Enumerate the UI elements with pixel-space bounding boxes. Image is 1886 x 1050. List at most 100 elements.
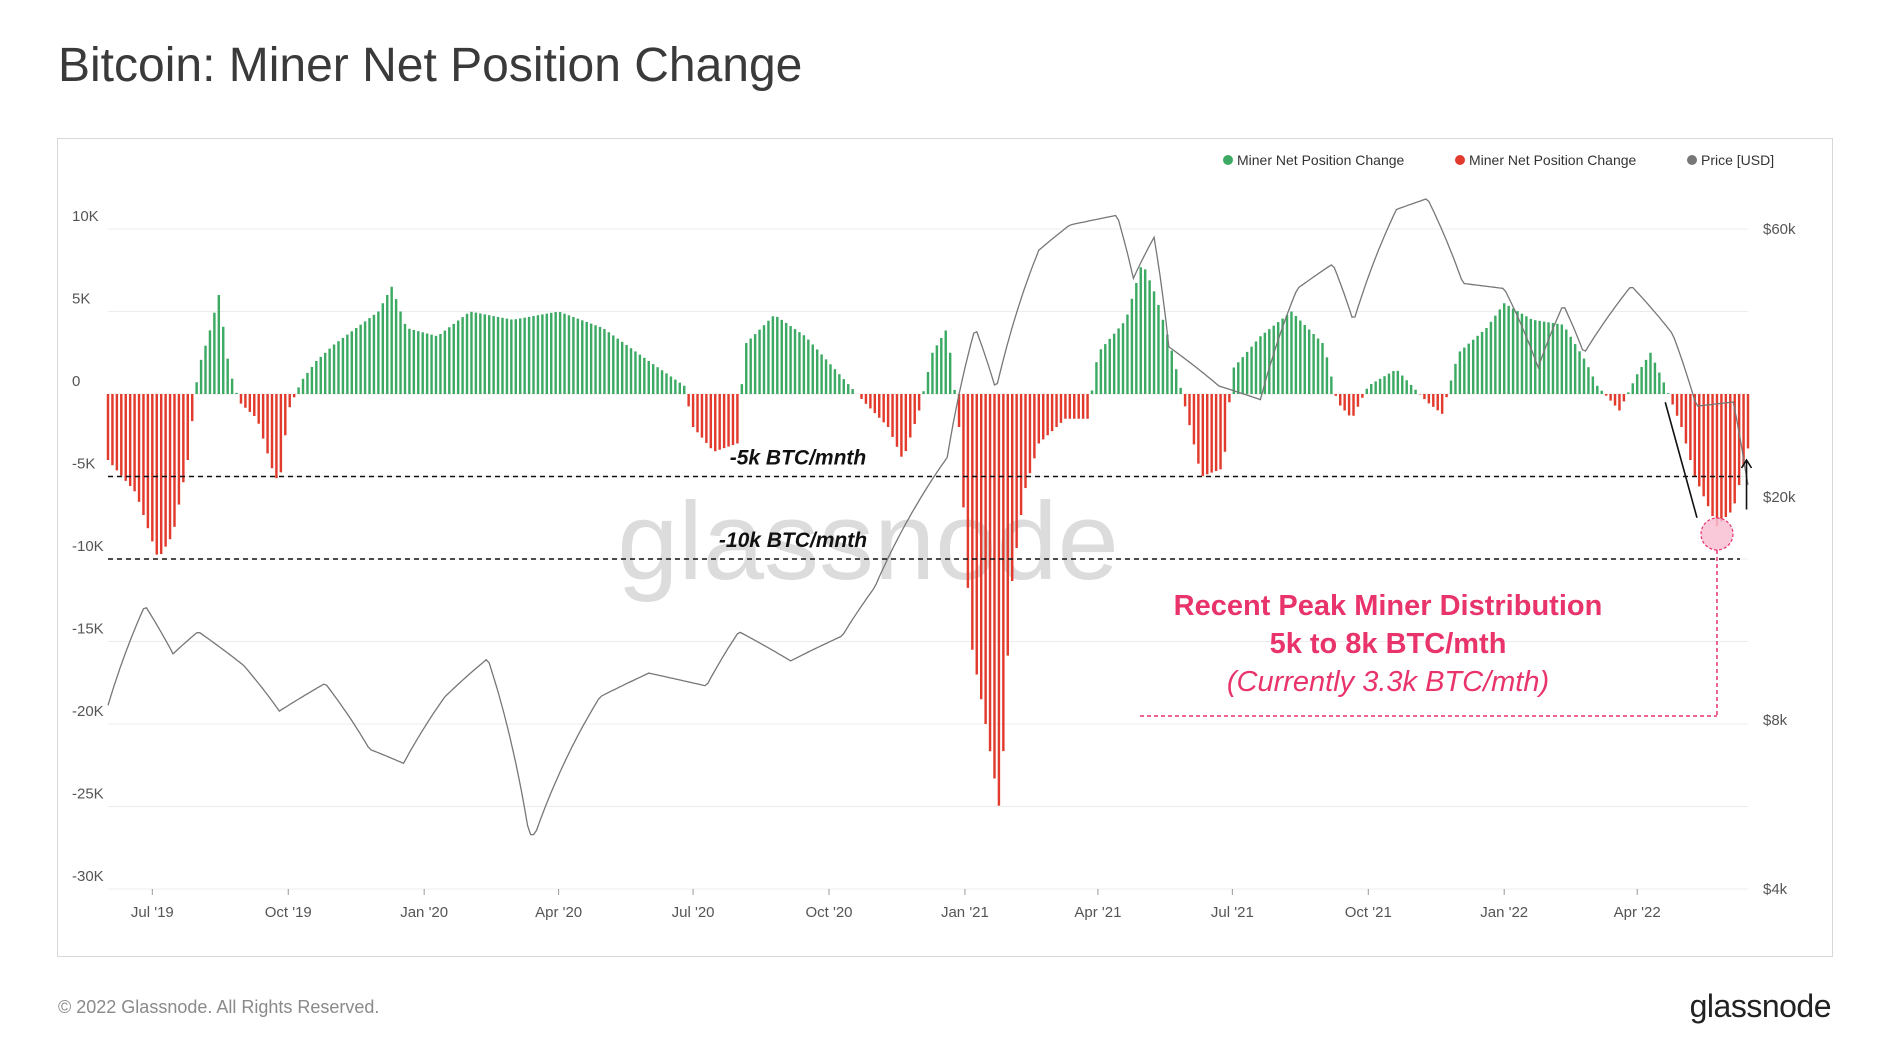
net-position-bar-negative <box>979 394 983 700</box>
net-position-bar-positive <box>1471 339 1475 394</box>
net-position-bar-negative <box>1002 394 1005 752</box>
net-position-bar-negative <box>248 394 252 412</box>
net-position-bar-positive <box>474 312 478 394</box>
net-position-bar-negative <box>1086 394 1089 419</box>
net-position-bar-positive <box>1387 373 1391 394</box>
net-position-bar-positive <box>1653 362 1657 394</box>
net-position-bar-positive <box>1463 347 1466 394</box>
net-position-bar-positive <box>514 319 518 394</box>
net-position-bar-positive <box>1330 376 1333 394</box>
net-position-bar-positive <box>1130 298 1134 394</box>
net-position-bar-positive <box>1174 369 1178 394</box>
net-position-bar-negative <box>1201 394 1205 476</box>
net-position-bar-positive <box>1485 328 1488 394</box>
net-position-bar-negative <box>275 394 278 479</box>
net-position-bar-positive <box>1569 336 1572 394</box>
net-position-bar-positive <box>461 317 464 394</box>
net-position-bar-positive <box>762 325 766 394</box>
net-position-bar-negative <box>971 394 974 650</box>
legend-marker <box>1687 155 1697 165</box>
net-position-bar-positive <box>1649 352 1652 394</box>
net-position-bar-positive <box>776 316 779 394</box>
net-position-bar-positive <box>815 349 819 394</box>
legend-label: Miner Net Position Change <box>1469 152 1637 168</box>
net-position-bar-positive <box>620 341 624 394</box>
net-position-bar-positive <box>1108 338 1111 394</box>
net-position-bar-negative <box>909 394 912 438</box>
net-position-bar-negative <box>917 394 921 411</box>
net-position-bar-negative <box>1015 394 1018 548</box>
net-position-bar-negative <box>962 394 965 508</box>
net-position-bar-positive <box>665 373 668 394</box>
y-left-tick-label: 5K <box>72 291 90 308</box>
legend-label: Price [USD] <box>1701 152 1774 168</box>
net-position-bar-positive <box>1534 320 1537 394</box>
legend-marker <box>1223 155 1233 165</box>
net-position-bar-positive <box>594 325 597 394</box>
net-position-bar-negative <box>1742 394 1745 467</box>
net-position-bar-positive <box>1285 315 1289 394</box>
annotation-arrow <box>1664 402 1698 518</box>
net-position-bar-negative <box>1432 394 1435 407</box>
y-right-tick-label: $20k <box>1763 489 1796 506</box>
net-position-bar-negative <box>164 394 167 547</box>
net-position-bar-positive <box>581 320 584 394</box>
net-position-bar-positive <box>390 286 393 394</box>
net-position-bar-negative <box>1073 394 1076 419</box>
net-position-bar-positive <box>1099 349 1103 394</box>
net-position-bar-negative <box>279 394 283 473</box>
net-position-bar-negative <box>1068 394 1072 419</box>
net-position-bar-negative <box>1219 394 1222 470</box>
net-position-bar-positive <box>492 316 495 394</box>
net-position-bar-positive <box>1312 334 1315 394</box>
net-position-bar-positive <box>1095 362 1098 394</box>
net-position-bar-negative <box>1010 394 1014 581</box>
net-position-bar-positive <box>1245 351 1249 394</box>
net-position-bar-positive <box>496 316 500 394</box>
net-position-bar-negative <box>727 394 730 447</box>
net-position-bar-negative <box>873 394 877 414</box>
net-position-bar-positive <box>1547 322 1550 394</box>
net-position-bar-positive <box>1573 344 1577 394</box>
net-position-bar-negative <box>1356 394 1360 407</box>
net-position-bar-positive <box>771 316 775 394</box>
net-position-bar-negative <box>736 394 739 444</box>
net-position-bar-positive <box>1489 321 1493 394</box>
copyright-footer: © 2022 Glassnode. All Rights Reserved. <box>58 997 380 1017</box>
net-position-bar-positive <box>567 315 571 394</box>
net-position-bar-positive <box>1556 323 1559 394</box>
net-position-bar-positive <box>1263 332 1267 394</box>
net-position-bar-positive <box>1600 390 1603 394</box>
net-position-bar-negative <box>284 394 287 436</box>
net-position-bar-negative <box>1338 394 1342 406</box>
net-position-bar-positive <box>1476 335 1479 394</box>
net-position-bar-positive <box>386 295 389 394</box>
net-position-bar-positive <box>417 331 420 394</box>
annotation-note: (Currently 3.3k BTC/mth) <box>1227 666 1549 698</box>
net-position-bar-positive <box>682 385 686 394</box>
x-tick-label: Jul '20 <box>672 904 715 921</box>
net-position-bar-positive <box>1627 392 1630 394</box>
net-position-bar-positive <box>1268 329 1271 394</box>
net-position-bar-negative <box>1055 394 1058 427</box>
net-position-bar-negative <box>1724 394 1728 517</box>
net-position-bar-positive <box>1666 393 1670 394</box>
net-position-bar-positive <box>363 321 367 394</box>
x-tick-label: Oct '21 <box>1345 904 1392 921</box>
net-position-bar-positive <box>199 359 203 394</box>
net-position-bar-positive <box>740 384 744 394</box>
net-position-bar-negative <box>869 394 872 409</box>
net-position-bar-negative <box>1081 394 1085 419</box>
net-position-bar-positive <box>1449 380 1453 394</box>
net-position-bar-positive <box>647 361 650 394</box>
net-position-bar-positive <box>767 320 770 394</box>
net-position-bar-positive <box>354 328 358 394</box>
net-position-bar-positive <box>948 352 952 394</box>
net-position-bar-negative <box>239 394 243 404</box>
net-position-bar-negative <box>146 394 150 529</box>
net-position-bar-positive <box>629 348 633 394</box>
net-position-bar-positive <box>439 334 442 394</box>
net-position-bar-negative <box>1197 394 1200 464</box>
y-right-tick-label: $60k <box>1763 221 1796 238</box>
brand-logo[interactable]: glassnode <box>1689 988 1832 1024</box>
